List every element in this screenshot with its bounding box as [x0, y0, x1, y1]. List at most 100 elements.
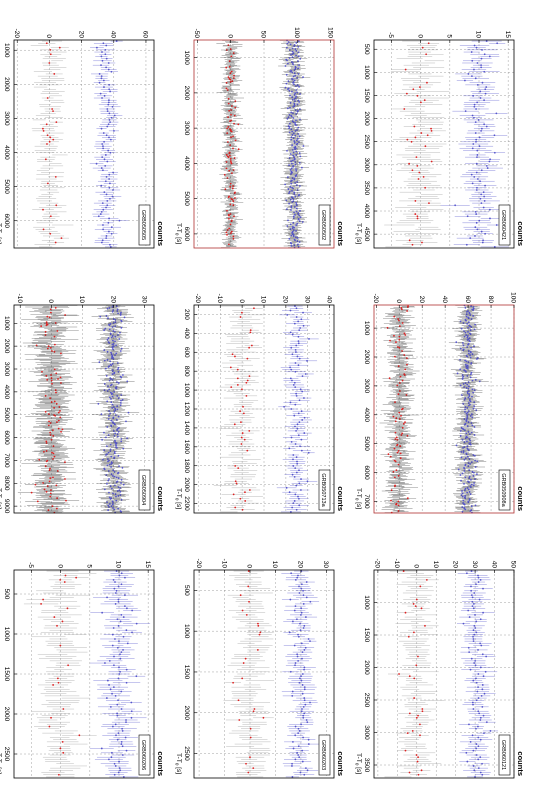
- data-point: [472, 603, 475, 605]
- x-tick-label: 1400: [183, 421, 190, 436]
- data-point: [475, 754, 478, 756]
- data-point: [309, 701, 311, 704]
- data-point: [122, 635, 125, 638]
- data-point: [53, 368, 56, 371]
- data-point: [75, 576, 78, 579]
- data-point: [415, 598, 418, 601]
- data-point: [36, 500, 39, 503]
- data-point: [236, 377, 239, 380]
- data-point: [109, 197, 111, 200]
- data-point: [116, 712, 119, 715]
- data-point: [286, 176, 289, 179]
- x-tick-label: 2500: [363, 134, 370, 149]
- data-point: [466, 411, 469, 414]
- data-point: [118, 219, 121, 222]
- data-point: [114, 581, 116, 583]
- data-point: [295, 168, 297, 171]
- data-point: [305, 719, 308, 721]
- data-point: [479, 719, 482, 721]
- data-point: [290, 138, 293, 141]
- data-point: [291, 379, 293, 382]
- data-point: [106, 679, 109, 682]
- data-point: [46, 134, 49, 137]
- data-point: [477, 725, 479, 728]
- data-point: [114, 432, 117, 435]
- y-axis-title: counts: [156, 486, 165, 511]
- data-point: [48, 413, 50, 416]
- data-point: [118, 489, 121, 492]
- data-point: [464, 79, 466, 82]
- data-point: [290, 245, 293, 247]
- data-point: [230, 113, 232, 116]
- legend-box: [318, 469, 331, 511]
- data-point: [115, 495, 117, 498]
- data-point: [298, 185, 301, 187]
- data-point: [290, 242, 293, 245]
- y-axis-title: counts: [156, 221, 165, 246]
- data-point: [459, 320, 462, 323]
- data-point: [101, 611, 104, 614]
- data-point: [229, 223, 232, 226]
- data-point: [61, 740, 64, 743]
- data-point: [292, 137, 295, 139]
- data-point: [125, 749, 128, 752]
- data-point: [300, 607, 303, 610]
- data-point: [252, 710, 255, 713]
- data-point: [468, 312, 471, 315]
- data-point: [403, 332, 406, 335]
- data-point: [462, 428, 465, 431]
- data-point: [288, 237, 291, 240]
- data-point: [417, 178, 420, 180]
- plot-frame: [13, 39, 155, 249]
- data-point: [102, 208, 105, 211]
- data-point: [118, 465, 120, 468]
- data-point: [106, 445, 108, 448]
- y-tick-label: -5: [27, 562, 34, 568]
- data-point: [111, 406, 114, 409]
- data-point: [111, 725, 114, 728]
- data-point: [464, 363, 467, 366]
- data-point: [400, 308, 403, 311]
- data-point: [300, 583, 303, 586]
- data-point: [231, 187, 234, 190]
- data-point: [477, 686, 479, 689]
- data-point: [294, 163, 297, 166]
- data-point: [295, 618, 298, 621]
- data-point: [101, 202, 104, 205]
- x-tick-label: 1000: [363, 595, 370, 610]
- data-point: [110, 378, 112, 380]
- data-point: [108, 324, 111, 327]
- data-point: [230, 109, 233, 111]
- data-point: [464, 457, 467, 460]
- data-point: [414, 136, 417, 139]
- data-point: [479, 97, 482, 99]
- data-point: [55, 484, 58, 487]
- data-point: [301, 708, 303, 710]
- data-point: [41, 370, 43, 373]
- data-point: [408, 675, 411, 678]
- data-point: [290, 346, 293, 349]
- data-point: [108, 88, 111, 91]
- data-point: [296, 653, 299, 656]
- data-point: [460, 394, 463, 396]
- data-point: [108, 342, 111, 344]
- data-point: [294, 664, 296, 667]
- data-point: [293, 322, 296, 325]
- data-point: [294, 605, 297, 608]
- x-tick-label: 2000: [3, 339, 10, 354]
- data-point: [117, 598, 120, 601]
- data-point: [120, 482, 122, 484]
- x-tick-label: 2000: [3, 707, 10, 722]
- data-point: [468, 490, 471, 493]
- data-point: [117, 732, 120, 735]
- data-point: [467, 501, 470, 504]
- data-point: [57, 419, 60, 422]
- data-point: [108, 112, 111, 115]
- data-point: [417, 655, 419, 658]
- data-point: [295, 207, 298, 210]
- data-point: [290, 115, 293, 118]
- data-point: [296, 129, 298, 131]
- data-point: [420, 132, 423, 134]
- data-point: [485, 164, 488, 167]
- data-point: [466, 436, 469, 439]
